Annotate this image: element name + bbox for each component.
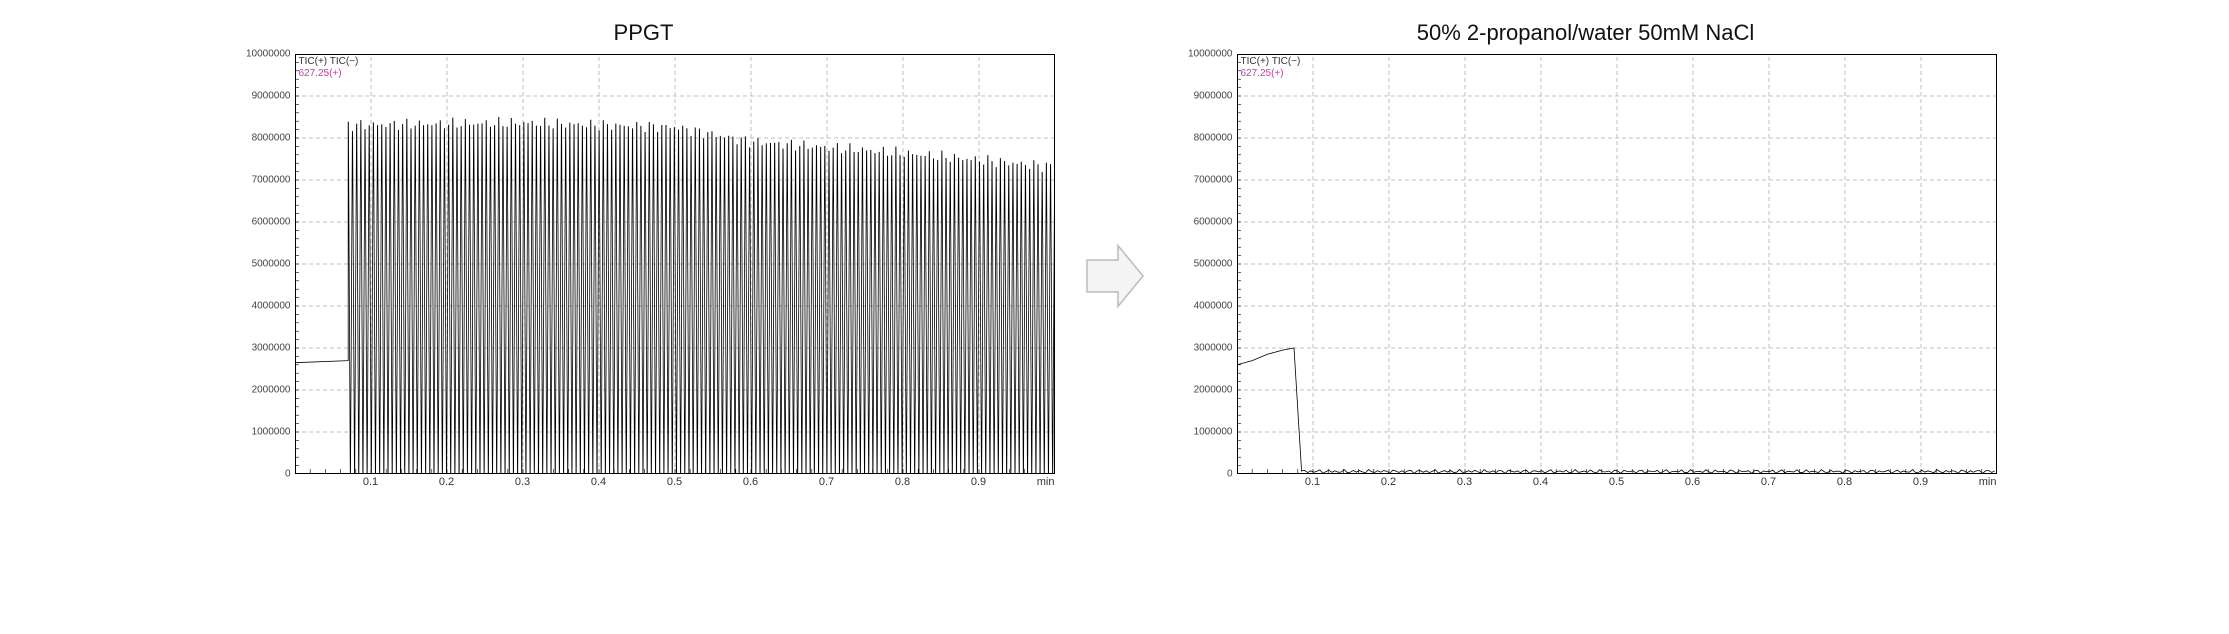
chart-legend: TIC(+) TIC(−)627.25(+) xyxy=(299,56,359,80)
right-chart-panel: 50% 2-propanol/water 50mM NaCl 010000002… xyxy=(1175,20,1997,492)
xtick-label: 0.8 xyxy=(895,474,910,488)
ytick-label: 3000000 xyxy=(252,343,295,354)
figure-row: PPGT 01000000200000030000004000000500000… xyxy=(40,20,2189,492)
ytick-label: 4000000 xyxy=(252,301,295,312)
ytick-label: 1000000 xyxy=(1194,427,1237,438)
legend-mass: 627.25(+) xyxy=(1241,68,1301,80)
xtick-label: 0.6 xyxy=(743,474,758,488)
xtick-label: 0.7 xyxy=(819,474,834,488)
x-unit-label: min xyxy=(1979,474,1997,488)
xtick-label: 0.4 xyxy=(1533,474,1548,488)
ytick-label: 6000000 xyxy=(252,217,295,228)
xtick-label: 0.2 xyxy=(439,474,454,488)
ytick-label: 1000000 xyxy=(252,427,295,438)
arrow xyxy=(1075,236,1155,316)
ytick-label: 2000000 xyxy=(1194,385,1237,396)
ytick-label: 5000000 xyxy=(1194,259,1237,270)
right-chart-title: 50% 2-propanol/water 50mM NaCl xyxy=(1417,20,1755,46)
ytick-label: 0 xyxy=(285,469,295,480)
left-chart-svg xyxy=(295,54,1055,474)
xtick-label: 0.1 xyxy=(363,474,378,488)
legend-tic: TIC(+) TIC(−) xyxy=(299,56,359,68)
ytick-label: 10000000 xyxy=(1188,49,1237,60)
ytick-label: 9000000 xyxy=(252,91,295,102)
ytick-label: 10000000 xyxy=(246,49,295,60)
ytick-label: 8000000 xyxy=(252,133,295,144)
xtick-label: 0.6 xyxy=(1685,474,1700,488)
xtick-label: 0.1 xyxy=(1305,474,1320,488)
xtick-label: 0.7 xyxy=(1761,474,1776,488)
ytick-label: 3000000 xyxy=(1194,343,1237,354)
xtick-label: 0.3 xyxy=(515,474,530,488)
xtick-label: 0.5 xyxy=(1609,474,1624,488)
arrow-icon xyxy=(1085,236,1145,316)
ytick-label: 5000000 xyxy=(252,259,295,270)
right-chart-svg xyxy=(1237,54,1997,474)
left-chart-panel: PPGT 01000000200000030000004000000500000… xyxy=(233,20,1055,492)
ytick-label: 2000000 xyxy=(252,385,295,396)
xtick-label: 0.9 xyxy=(1913,474,1928,488)
left-chart: 0100000020000003000000400000050000006000… xyxy=(295,54,1055,474)
chart-legend: TIC(+) TIC(−)627.25(+) xyxy=(1241,56,1301,80)
left-chart-title: PPGT xyxy=(614,20,674,46)
x-unit-label: min xyxy=(1037,474,1055,488)
legend-mass: 627.25(+) xyxy=(299,68,359,80)
ytick-label: 7000000 xyxy=(252,175,295,186)
xtick-label: 0.2 xyxy=(1381,474,1396,488)
right-chart: 0100000020000003000000400000050000006000… xyxy=(1237,54,1997,474)
ytick-label: 8000000 xyxy=(1194,133,1237,144)
ytick-label: 7000000 xyxy=(1194,175,1237,186)
legend-tic: TIC(+) TIC(−) xyxy=(1241,56,1301,68)
ytick-label: 0 xyxy=(1227,469,1237,480)
xtick-label: 0.3 xyxy=(1457,474,1472,488)
ytick-label: 4000000 xyxy=(1194,301,1237,312)
xtick-label: 0.9 xyxy=(971,474,986,488)
xtick-label: 0.8 xyxy=(1837,474,1852,488)
ytick-label: 9000000 xyxy=(1194,91,1237,102)
xtick-label: 0.5 xyxy=(667,474,682,488)
ytick-label: 6000000 xyxy=(1194,217,1237,228)
xtick-label: 0.4 xyxy=(591,474,606,488)
